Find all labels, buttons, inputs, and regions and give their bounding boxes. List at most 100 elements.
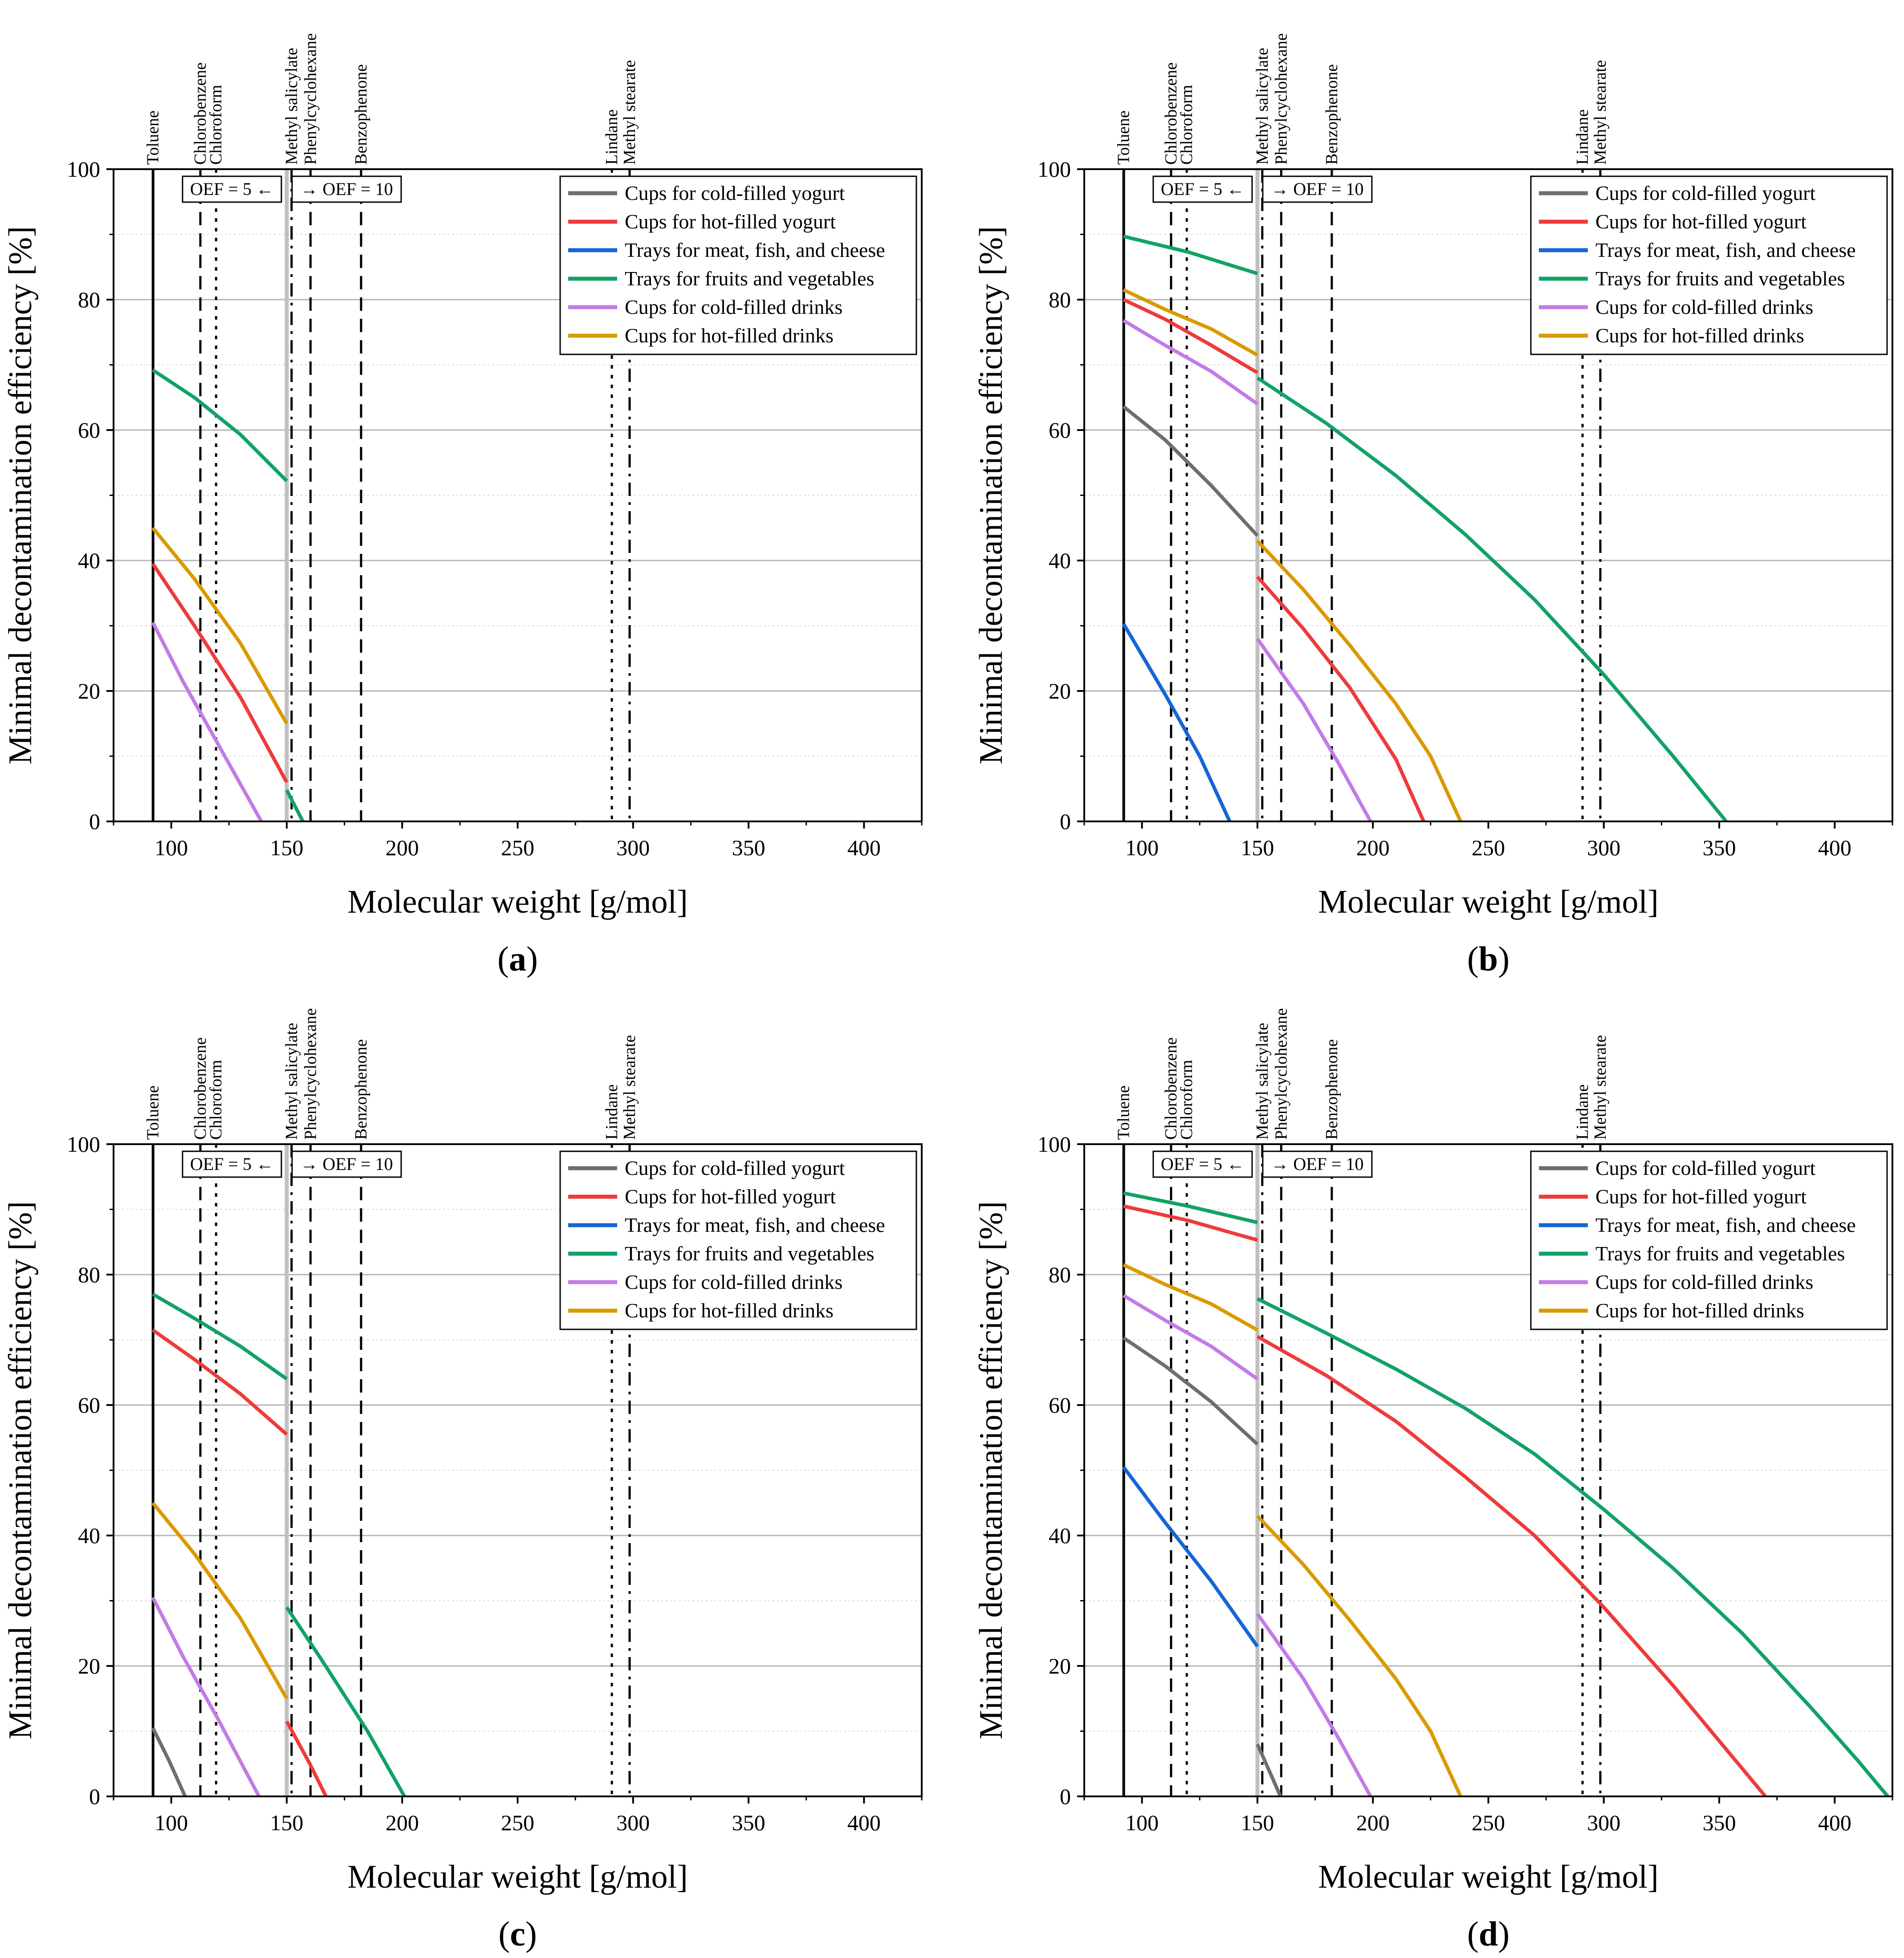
y-tick-label: 0 (89, 809, 100, 834)
substance-label-chlorobenzene: Chlorobenzene (191, 1037, 210, 1140)
panel-caption: (d) (1467, 1914, 1509, 1953)
x-tick-label: 400 (847, 1810, 881, 1835)
panel-caption: (b) (1467, 939, 1509, 978)
substance-label-chloroform: Chloroform (1177, 1060, 1196, 1140)
series-line-trays-for-meat-fish-and-cheese (1122, 1466, 1259, 1648)
substance-label-lindane: Lindane (602, 1084, 621, 1140)
panel-caption: (c) (498, 1914, 537, 1953)
substance-label-benzophenone: Benzophenone (352, 64, 370, 165)
series-line-cups-for-hot-filled-drinks (1256, 1515, 1462, 1797)
caption-open-paren: ( (497, 939, 509, 978)
panel-caption: (a) (497, 939, 538, 978)
legend-label-cups-for-cold-filled-yogurt: Cups for cold-filled yogurt (625, 182, 845, 204)
x-tick-label: 200 (1356, 835, 1390, 860)
x-tick-label: 300 (616, 1810, 650, 1835)
x-tick-label: 100 (155, 835, 188, 860)
legend-box (1530, 1150, 1888, 1330)
caption-letter: a (509, 939, 526, 978)
legend-label-cups-for-hot-filled-yogurt: Cups for hot-filled yogurt (625, 1185, 836, 1208)
caption-letter: b (1479, 939, 1498, 978)
oef-left-box (182, 175, 282, 203)
legend: Cups for cold-filled yogurt Cups for hot-… (559, 175, 917, 355)
series-line-cups-for-hot-filled-yogurt (1256, 575, 1425, 822)
series-line-cups-for-hot-filled-drinks (151, 1502, 289, 1700)
x-tick-label: 200 (386, 835, 419, 860)
oef-right-box (291, 1150, 402, 1178)
x-tick-label: 200 (386, 1810, 419, 1835)
caption-letter: d (1479, 1914, 1498, 1953)
substance-label-lindane: Lindane (1573, 109, 1592, 165)
legend-label-cups-for-hot-filled-drinks: Cups for hot-filled drinks (1595, 324, 1804, 347)
caption-close-paren: ) (525, 1914, 537, 1953)
legend-label-cups-for-hot-filled-drinks: Cups for hot-filled drinks (625, 324, 834, 347)
y-tick-label: 80 (1049, 1262, 1071, 1287)
series-line-cups-for-cold-filled-drinks (1256, 638, 1372, 822)
y-tick-label: 40 (1049, 1523, 1071, 1548)
series-line-cups-for-hot-filled-drinks (1123, 1263, 1258, 1332)
oef-right-label: → OEF = 10 (1271, 179, 1363, 199)
legend-label-trays-for-meat-fish-and-cheese: Trays for meat, fish, and cheese (625, 239, 885, 261)
x-tick-label: 150 (270, 835, 303, 860)
x-tick-label: 350 (732, 835, 765, 860)
caption-open-paren: ( (498, 1914, 510, 1953)
y-tick-label: 100 (1037, 1132, 1071, 1157)
series-line-cups-for-cold-filled-drinks (151, 1596, 261, 1797)
series-line-trays-for-meat-fish-and-cheese (1122, 623, 1232, 822)
chart-panel-a: 100 150 200 250 300 350 400 0 20 40 60 80 100 Molecul… (2, 33, 923, 978)
substance-label-phenylcyclohexane: Phenylcyclohexane (1272, 1008, 1290, 1140)
substance-label-benzophenone: Benzophenone (1322, 64, 1341, 165)
x-tick-label: 100 (1125, 835, 1159, 860)
x-tick-label: 250 (1472, 1810, 1505, 1835)
y-tick-label: 60 (78, 418, 100, 443)
series-line-cups-for-hot-filled-yogurt (1123, 298, 1258, 374)
legend: Cups for cold-filled yogurt Cups for hot-… (559, 1150, 917, 1330)
series-line-trays-for-fruits-and-vegetables (151, 368, 288, 483)
y-tick-label: 100 (67, 157, 100, 182)
legend-label-cups-for-cold-filled-yogurt: Cups for cold-filled yogurt (1595, 1157, 1816, 1179)
legend-label-trays-for-fruits-and-vegetables: Trays for fruits and vegetables (625, 267, 874, 290)
x-tick-label: 150 (1241, 1810, 1274, 1835)
legend: Cups for cold-filled yogurt Cups for hot-… (1530, 1150, 1888, 1330)
x-axis-title: Molecular weight [g/mol] (347, 1859, 688, 1895)
legend-label-cups-for-hot-filled-yogurt: Cups for hot-filled yogurt (625, 210, 836, 233)
x-tick-label: 100 (1125, 1810, 1159, 1835)
substance-label-phenylcyclohexane: Phenylcyclohexane (301, 1008, 320, 1140)
legend-label-cups-for-hot-filled-yogurt: Cups for hot-filled yogurt (1595, 210, 1806, 233)
x-tick-label: 300 (1587, 835, 1620, 860)
series-line-cups-for-hot-filled-yogurt (1123, 1204, 1258, 1242)
substance-label-chlorobenzene: Chlorobenzene (1162, 1037, 1180, 1140)
legend-label-trays-for-fruits-and-vegetables: Trays for fruits and vegetables (1595, 267, 1845, 290)
chart-panel-d: 100 150 200 250 300 350 400 0 20 40 60 80 100 Molecul… (973, 1008, 1893, 1953)
series-line-trays-for-fruits-and-vegetables (285, 1606, 406, 1797)
substance-label-methyl-salicylate: Methyl salicylate (1253, 1023, 1272, 1140)
legend-label-trays-for-meat-fish-and-cheese: Trays for meat, fish, and cheese (1595, 1214, 1856, 1236)
oef-right-box (1262, 175, 1373, 203)
y-tick-label: 80 (78, 1262, 100, 1287)
substance-label-methyl-salicylate: Methyl salicylate (282, 1023, 301, 1140)
substance-label-chloroform: Chloroform (207, 85, 225, 165)
substance-label-chlorobenzene: Chlorobenzene (191, 62, 210, 165)
y-tick-label: 20 (1049, 1653, 1071, 1678)
y-axis-title: Minimal decontamination efficiency [%] (2, 1201, 39, 1739)
substance-label-methyl-stearate: Methyl stearate (1591, 1035, 1610, 1140)
series-line-cups-for-cold-filled-yogurt (151, 1727, 187, 1797)
legend-label-trays-for-fruits-and-vegetables: Trays for fruits and vegetables (625, 1242, 874, 1265)
y-tick-label: 0 (89, 1784, 100, 1809)
substance-label-methyl-salicylate: Methyl salicylate (282, 48, 301, 165)
legend-label-cups-for-cold-filled-yogurt: Cups for cold-filled yogurt (625, 1157, 845, 1179)
legend-label-cups-for-cold-filled-drinks: Cups for cold-filled drinks (625, 296, 842, 318)
series-line-cups-for-hot-filled-drinks (151, 527, 289, 725)
series-line-trays-for-fruits-and-vegetables (1123, 235, 1258, 276)
x-tick-label: 350 (1703, 1810, 1736, 1835)
series-line-cups-for-cold-filled-yogurt (1122, 1336, 1259, 1446)
x-tick-label: 400 (1818, 1810, 1851, 1835)
series-line-cups-for-hot-filled-drinks (1256, 540, 1462, 822)
legend-label-cups-for-cold-filled-drinks: Cups for cold-filled drinks (1595, 296, 1813, 318)
substance-label-lindane: Lindane (1573, 1084, 1592, 1140)
series-line-cups-for-hot-filled-yogurt (151, 1328, 288, 1436)
legend-label-cups-for-hot-filled-drinks: Cups for hot-filled drinks (1595, 1299, 1804, 1322)
y-tick-label: 100 (1037, 157, 1071, 182)
oef-left-label: OEF = 5 ← (1161, 1154, 1245, 1174)
chart-panel-c: 100 150 200 250 300 350 400 0 20 40 60 80 100 Molecul… (2, 1008, 923, 1953)
legend-box (559, 175, 917, 355)
